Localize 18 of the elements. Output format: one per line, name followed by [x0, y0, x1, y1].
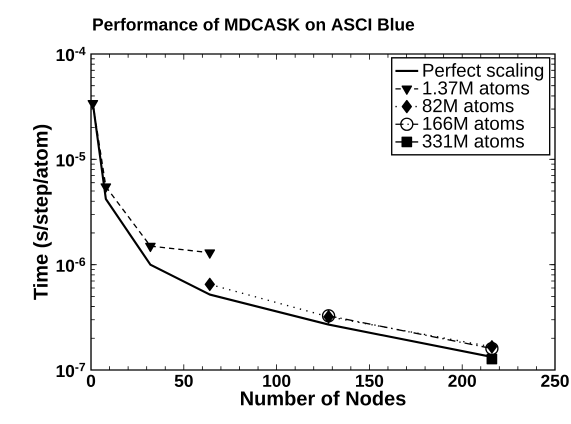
- x-tick-label: 100: [263, 374, 290, 387]
- y-tick-label: 10$^{-5}$: [56, 152, 86, 166]
- y-tick-label: 10$^{-6}$: [56, 257, 86, 272]
- y-axis-title: Time (s/step/atom): [33, 124, 52, 300]
- x-tick-label: 0: [86, 374, 96, 387]
- x-tick-label: 250: [541, 374, 569, 387]
- y-tick-label: 10$^{-7}$: [56, 362, 86, 378]
- x-tick-label: 150: [356, 374, 384, 387]
- x-tick-label: 200: [448, 374, 476, 387]
- chart-title: Performance of MDCASK on ASCI Blue: [93, 18, 414, 31]
- legend-label: Perfect scaling: [423, 63, 544, 81]
- x-tick-label: 50: [174, 374, 193, 387]
- legend-label: 166M atoms: [423, 116, 524, 130]
- legend-label: 82M atoms: [422, 99, 514, 112]
- legend-label: 1.37M atoms: [423, 81, 530, 95]
- x-axis-title: Number of Nodes: [241, 390, 406, 406]
- legend-label: 331M atoms: [422, 134, 524, 148]
- y-tick-label: 10$^{-4}$: [56, 46, 86, 62]
